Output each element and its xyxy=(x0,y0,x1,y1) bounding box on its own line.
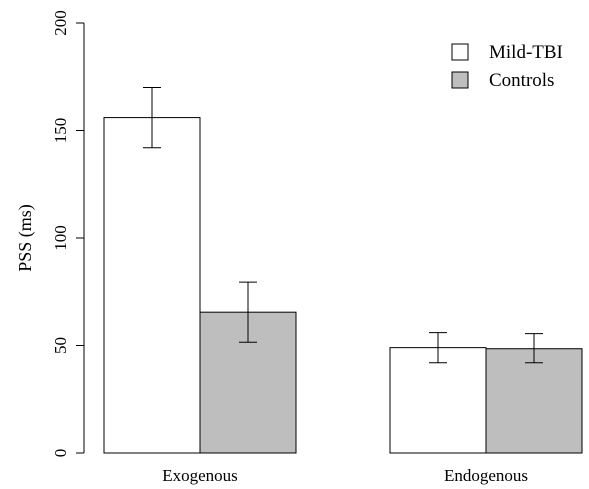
y-tick-label: 0 xyxy=(51,449,70,458)
error-bars xyxy=(143,87,543,364)
y-tick-label: 100 xyxy=(51,225,70,251)
y-axis: 0 50 100 150 200 xyxy=(51,10,85,458)
legend-label: Controls xyxy=(489,70,554,91)
x-category-label: Exogenous xyxy=(162,466,238,485)
legend: Mild-TBI Controls xyxy=(451,42,563,91)
bar-controls xyxy=(485,348,583,454)
y-axis-title: PSS (ms) xyxy=(15,204,36,272)
legend-label: Mild-TBI xyxy=(489,42,563,63)
legend-swatch xyxy=(451,43,469,61)
bar-mild-tbi xyxy=(389,347,487,454)
bars xyxy=(103,117,583,454)
x-category-label: Endogenous xyxy=(444,466,528,485)
legend-swatch xyxy=(451,71,469,89)
bar-mild-tbi xyxy=(103,117,201,454)
x-axis-labels: Exogenous Endogenous xyxy=(162,466,528,485)
y-tick-label: 150 xyxy=(51,118,70,144)
y-tick-label: 50 xyxy=(51,337,70,354)
y-tick-label: 200 xyxy=(51,10,70,36)
